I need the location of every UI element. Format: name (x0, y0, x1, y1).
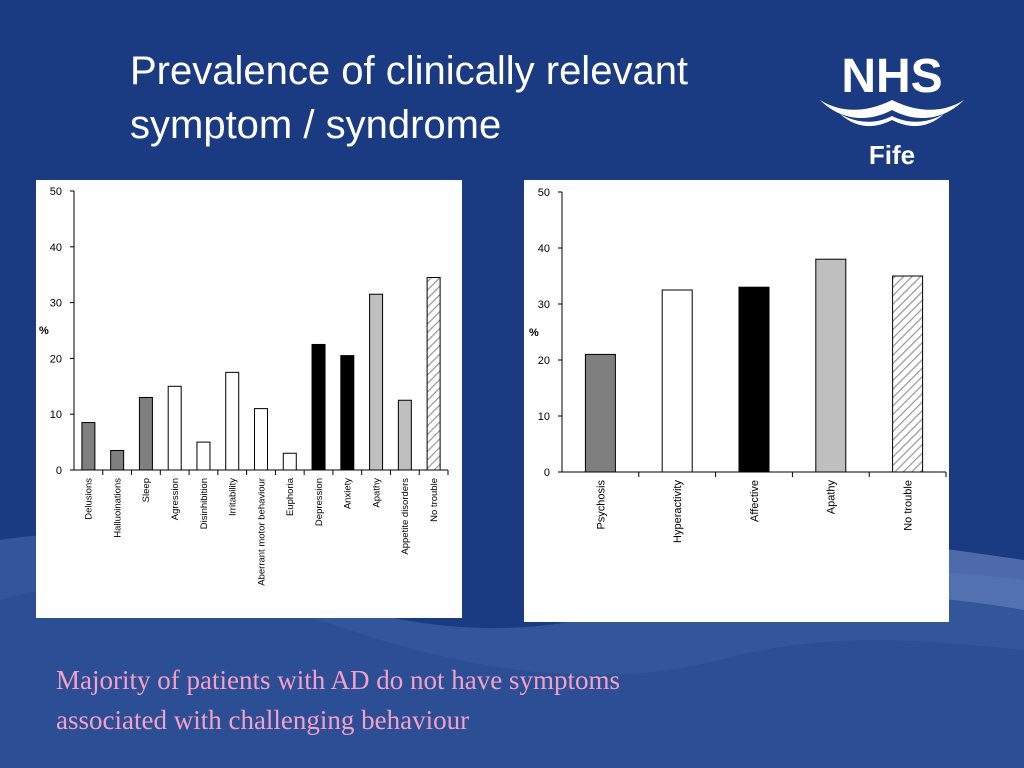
bar-halluoinations (110, 449, 125, 471)
y-tick-label: 40 (538, 243, 550, 255)
x-tick-label: Delusions (84, 478, 95, 520)
y-tick-label: 10 (50, 409, 62, 421)
bar-euphoria (282, 452, 297, 471)
x-tick-label: Affective (749, 480, 761, 522)
y-tick-label: 40 (50, 242, 62, 254)
y-tick-label: 0 (544, 467, 550, 479)
slide-caption: Majority of patients with AD do not have… (56, 660, 816, 740)
nhs-logo-text: NHS (841, 52, 942, 103)
bar-appetite-disorders (397, 399, 412, 471)
bar-apathy (369, 293, 384, 471)
y-tick-label: 50 (50, 186, 62, 198)
y-tick-label: 20 (538, 355, 550, 367)
x-tick-label: Psychosis (595, 480, 607, 530)
bar-affective (738, 286, 770, 473)
bar-psychosis (584, 353, 616, 473)
x-tick-label: Euphoria (285, 477, 296, 516)
caption-line-2: associated with challenging behaviour (56, 705, 470, 735)
x-tick-label: Apathy (826, 480, 838, 515)
nhs-logo-subtext: Fife (869, 140, 915, 170)
x-tick-label: No trouble (429, 478, 440, 522)
right-chart-panel: 0 10 20 30 40 50% Psychosis Hyperactivity Affect… (524, 180, 949, 622)
nhs-fife-logo: NHS Fife (820, 52, 964, 170)
x-tick-label: No trouble (902, 480, 914, 531)
right-bar-chart: 0 10 20 30 40 50% Psychosis Hyperactivity Affect… (529, 187, 947, 543)
y-tick-label: 50 (538, 187, 550, 199)
left-bar-chart: 0 10 20 30 40 50% Delusions Halluoinations Sleep… (39, 186, 449, 586)
title-line-1: Prevalence of clinically relevant (130, 49, 689, 93)
x-tick-label: Appetite disorders (400, 478, 411, 555)
left-chart-panel: 0 10 20 30 40 50% Delusions Halluoinations Sleep… (36, 180, 462, 618)
bar-hyperactivity (661, 289, 693, 473)
x-tick-label: Apathy (371, 478, 382, 508)
x-tick-label: Depression (314, 478, 325, 526)
y-axis-label: % (529, 327, 539, 339)
y-axis-label: % (39, 325, 49, 337)
bar-no-trouble (426, 276, 441, 471)
slide-title: Prevalence of clinically relevant sympto… (130, 44, 790, 152)
y-tick-label: 10 (538, 411, 550, 423)
y-tick-label: 20 (50, 353, 62, 365)
bar-sleep (138, 396, 153, 471)
x-tick-label: Disinhibition (199, 478, 210, 529)
x-tick-label: Irritability (228, 478, 239, 516)
y-tick-label: 0 (56, 465, 62, 477)
x-tick-label: Anxiety (343, 478, 354, 509)
bar-aberrant-motor-behaviour (254, 408, 268, 471)
nhs-wave-icon (820, 100, 964, 119)
bar-delusions (81, 422, 96, 471)
y-tick-label: 30 (538, 299, 550, 311)
bar-depression (311, 343, 326, 471)
title-line-2: symptom / syndrome (130, 103, 502, 147)
x-tick-label: Aberrant motor behaviour (256, 478, 267, 586)
x-tick-label: Sleep (141, 478, 152, 502)
x-tick-label: Halluoinations (112, 478, 123, 538)
y-tick-label: 30 (50, 298, 62, 310)
bar-anxiety (340, 355, 355, 471)
x-tick-label: Agression (170, 478, 181, 520)
bar-irritability (225, 371, 240, 471)
bar-disinhibition (196, 441, 211, 471)
bar-agression (167, 385, 182, 471)
caption-line-1: Majority of patients with AD do not have… (56, 665, 620, 695)
bar-apathy (815, 258, 847, 473)
x-tick-label: Hyperactivity (672, 480, 684, 543)
bar-no-trouble (892, 275, 924, 473)
